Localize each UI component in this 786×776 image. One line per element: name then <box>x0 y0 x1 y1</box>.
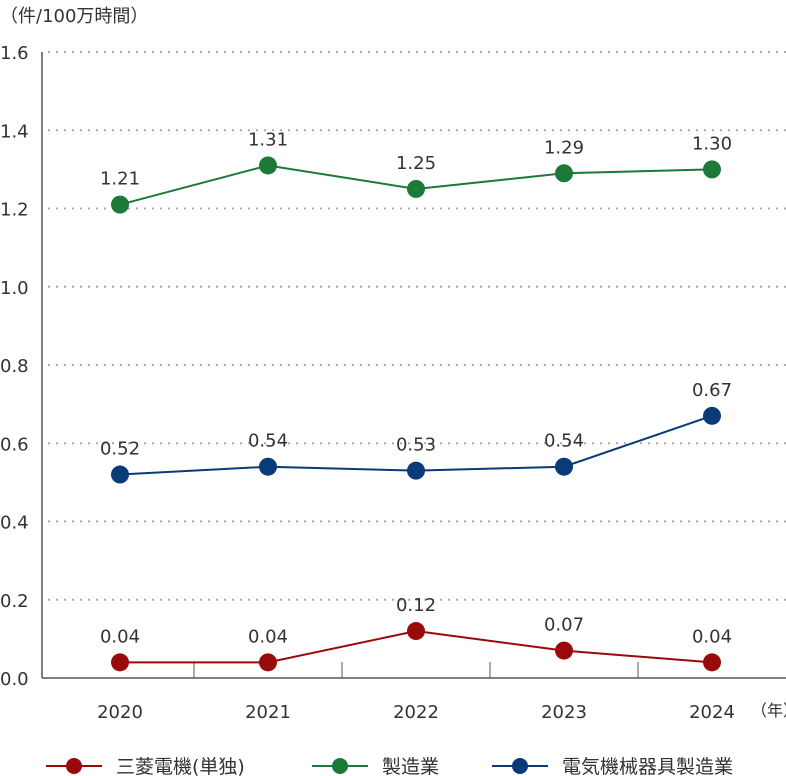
y-tick-label: 0.2 <box>0 591 29 612</box>
data-point <box>111 653 129 672</box>
data-point <box>111 465 129 484</box>
legend-label: 三菱電機(単独) <box>116 756 245 776</box>
data-point <box>407 622 425 641</box>
y-tick-label: 0.8 <box>0 356 29 377</box>
y-tick-label: 0.4 <box>0 513 29 534</box>
legend-item: 製造業 <box>312 756 439 776</box>
data-label: 1.21 <box>100 169 140 190</box>
legend-marker <box>66 758 82 774</box>
data-point <box>555 164 573 183</box>
data-point <box>259 653 277 672</box>
x-tick-label: 2021 <box>245 702 291 723</box>
legend-label: 製造業 <box>382 756 439 776</box>
y-tick-label: 0.6 <box>0 434 29 455</box>
data-label: 1.31 <box>248 129 288 150</box>
x-tick-label: 2023 <box>541 702 587 723</box>
legend-item: 電気機械器具製造業 <box>492 756 733 776</box>
series-電気機械器具製造業: 0.52 0.54 0.53 0.54 0.67 <box>100 380 732 484</box>
data-point <box>111 195 129 214</box>
legend-item: 三菱電機(単独) <box>46 756 245 776</box>
data-label: 0.67 <box>692 380 732 401</box>
y-tick-label: 0.0 <box>0 669 29 690</box>
x-axis-unit: （年） <box>751 701 786 720</box>
legend-marker <box>512 758 528 774</box>
data-label: 0.54 <box>248 431 288 452</box>
data-label: 0.53 <box>396 435 436 456</box>
data-label: 0.04 <box>100 626 140 647</box>
data-point <box>703 160 721 179</box>
data-label: 0.54 <box>544 431 584 452</box>
x-tick-label: 2024 <box>689 702 735 723</box>
x-tick-label: 2020 <box>97 702 143 723</box>
data-label: 1.30 <box>692 133 732 154</box>
series-三菱電機(単独): 0.04 0.04 0.12 0.07 0.04 <box>100 595 732 672</box>
data-point <box>555 641 573 660</box>
data-point <box>407 461 425 480</box>
data-label: 0.04 <box>248 626 288 647</box>
y-tick-label: 1.2 <box>0 200 29 221</box>
y-tick-label: 1.0 <box>0 278 29 299</box>
data-label: 0.04 <box>692 626 732 647</box>
data-point <box>259 156 277 175</box>
legend-marker <box>332 758 348 774</box>
data-point <box>259 457 277 476</box>
y-tick-label: 1.6 <box>0 43 29 64</box>
y-tick-label: 1.4 <box>0 121 29 142</box>
legend-label: 電気機械器具製造業 <box>562 756 733 776</box>
x-tick-label: 2022 <box>393 702 439 723</box>
data-point <box>703 406 721 425</box>
data-label: 0.07 <box>544 615 584 636</box>
data-label: 0.12 <box>396 595 436 616</box>
data-point <box>407 179 425 198</box>
data-label: 1.29 <box>544 137 584 158</box>
data-point <box>555 457 573 476</box>
data-point <box>703 653 721 672</box>
series-製造業: 1.21 1.31 1.25 1.29 1.30 <box>100 129 732 214</box>
y-axis-label: （件/100万時間） <box>0 6 148 27</box>
data-label: 0.52 <box>100 439 140 460</box>
data-label: 1.25 <box>396 153 436 174</box>
